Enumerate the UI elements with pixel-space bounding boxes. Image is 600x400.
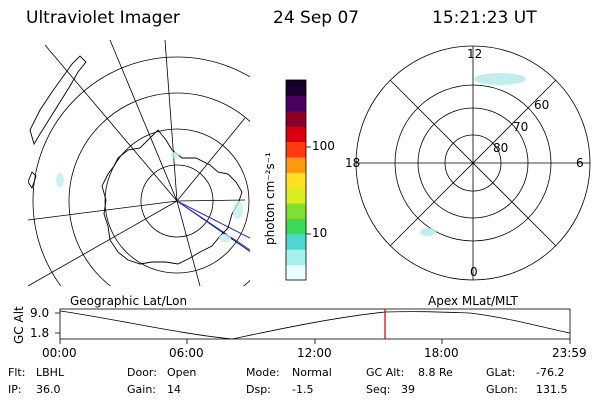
geo-lat-circle (140, 164, 214, 238)
colorbar-tick-100: 100 (312, 139, 335, 153)
seq-label: Seq: (366, 383, 391, 396)
geo-meridian (176, 117, 246, 202)
coastline (29, 55, 87, 146)
colorbar-segment (286, 249, 306, 266)
instrument-title: Ultraviolet Imager (26, 8, 180, 28)
gcalt-value: 8.8 Re (418, 366, 453, 379)
gcalt-label: GC Alt: (366, 366, 405, 379)
geo-meridian (164, 39, 178, 202)
geo-lat-circle (32, 56, 250, 286)
altitude-ytick-min: 1.8 (30, 326, 50, 340)
mlt-label-6: 6 (576, 156, 584, 170)
colorbar-segment (286, 95, 306, 112)
aurora-patch (171, 152, 179, 158)
door-value: Open (167, 366, 197, 379)
apex-label: Apex MLat/MLT (428, 294, 518, 308)
colorbar-segment (286, 141, 306, 158)
aurora-patch (233, 201, 243, 219)
gain-value: 14 (167, 383, 181, 396)
colorbar-segment (286, 187, 306, 204)
aurora-patch (219, 234, 231, 242)
glon-label: GLon: (486, 383, 518, 396)
dsp-label: Dsp: (246, 383, 271, 396)
altitude-xtick-2359: 23:59 (552, 346, 587, 360)
altitude-ylabel: GC Alt (12, 306, 26, 344)
colorbar-segment (286, 110, 306, 127)
magnetic-polar-panel (355, 45, 591, 281)
coastline (28, 171, 37, 190)
mlt-label-18: 18 (345, 156, 361, 170)
image-time: 15:21:23 UT (432, 8, 537, 28)
colorbar-unit-label: photon cm⁻²s⁻¹ (263, 152, 277, 245)
colorbar-segment (286, 126, 306, 143)
geo-meridian (28, 200, 178, 286)
altitude-xtick-0000: 00:00 (42, 346, 77, 360)
colorbar-segment (286, 80, 306, 96)
aurora-oval-patch (420, 228, 436, 236)
glon-value: 131.5 (536, 383, 568, 396)
flt-value: LBHL (36, 366, 65, 379)
mlt-label-0: 0 (470, 265, 478, 279)
ip-value: 36.0 (36, 383, 61, 396)
mlt-label-12: 12 (467, 47, 483, 61)
geo-meridian (44, 44, 178, 202)
image-date: 24 Sep 07 (273, 8, 360, 28)
ip-label: IP: (8, 383, 22, 396)
geographic-label: Geographic Lat/Lon (70, 294, 188, 308)
colorbar-segment (286, 218, 306, 235)
mlat-label-80: 80 (493, 141, 509, 155)
colorbar-tick-10: 10 (312, 226, 328, 240)
geo-lat-circle (104, 128, 250, 274)
glat-value: -76.2 (536, 366, 565, 379)
view-direction-line (176, 200, 250, 239)
colorbar-segment (286, 156, 306, 173)
flt-label: Flt: (8, 366, 26, 379)
mag-diagonal-line (389, 79, 557, 247)
geo-meridian (28, 200, 178, 221)
door-label: Door: (127, 366, 157, 379)
geo-lat-circle (68, 92, 250, 286)
geo-meridian (109, 39, 178, 202)
aurora-patch (56, 173, 64, 187)
colorbar-segment (286, 172, 306, 189)
coastline (101, 129, 243, 265)
mode-value: Normal (292, 366, 332, 379)
glat-label: GLat: (486, 366, 516, 379)
colorbar (285, 79, 311, 281)
colorbar-segment (286, 203, 306, 219)
aurora-oval-patch (474, 73, 526, 85)
colorbar-segment (286, 233, 306, 250)
sun-direction-line (176, 200, 250, 251)
altitude-curve (59, 310, 571, 340)
dsp-value: -1.5 (292, 383, 314, 396)
altitude-plot (55, 308, 571, 344)
seq-value: 39 (401, 383, 415, 396)
altitude-ytick-max: 9.0 (30, 306, 50, 320)
geo-meridian (176, 199, 246, 202)
altitude-xtick-0600: 06:00 (169, 346, 204, 360)
mlat-label-70: 70 (513, 120, 529, 134)
mlat-label-60: 60 (534, 98, 550, 112)
altitude-xtick-1200: 12:00 (297, 346, 332, 360)
colorbar-segment (286, 264, 306, 281)
mode-label: Mode: (246, 366, 280, 379)
gain-label: Gain: (127, 383, 156, 396)
altitude-xtick-1800: 18:00 (424, 346, 459, 360)
geo-meridian (176, 200, 201, 286)
